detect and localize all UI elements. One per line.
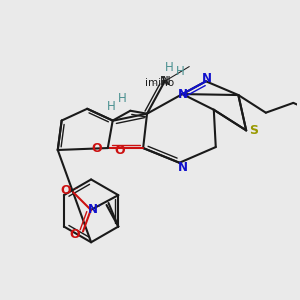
Text: O: O (60, 184, 70, 197)
Text: O: O (114, 143, 125, 157)
Text: N: N (177, 161, 188, 174)
Text: N: N (162, 75, 171, 88)
Text: ⁺: ⁺ (96, 203, 101, 212)
Text: N: N (160, 75, 169, 88)
Text: H: H (176, 65, 185, 78)
Text: O: O (70, 228, 80, 241)
Text: N: N (88, 203, 98, 216)
Text: ⁻: ⁻ (73, 186, 77, 195)
Text: N: N (202, 72, 212, 85)
Text: imino: imino (153, 83, 157, 84)
Text: O: O (92, 142, 102, 154)
Text: imino: imino (145, 78, 174, 88)
Text: H: H (107, 100, 116, 113)
Text: N: N (177, 88, 188, 100)
Text: H: H (165, 61, 174, 74)
Text: H: H (118, 92, 127, 106)
Text: S: S (250, 124, 259, 137)
